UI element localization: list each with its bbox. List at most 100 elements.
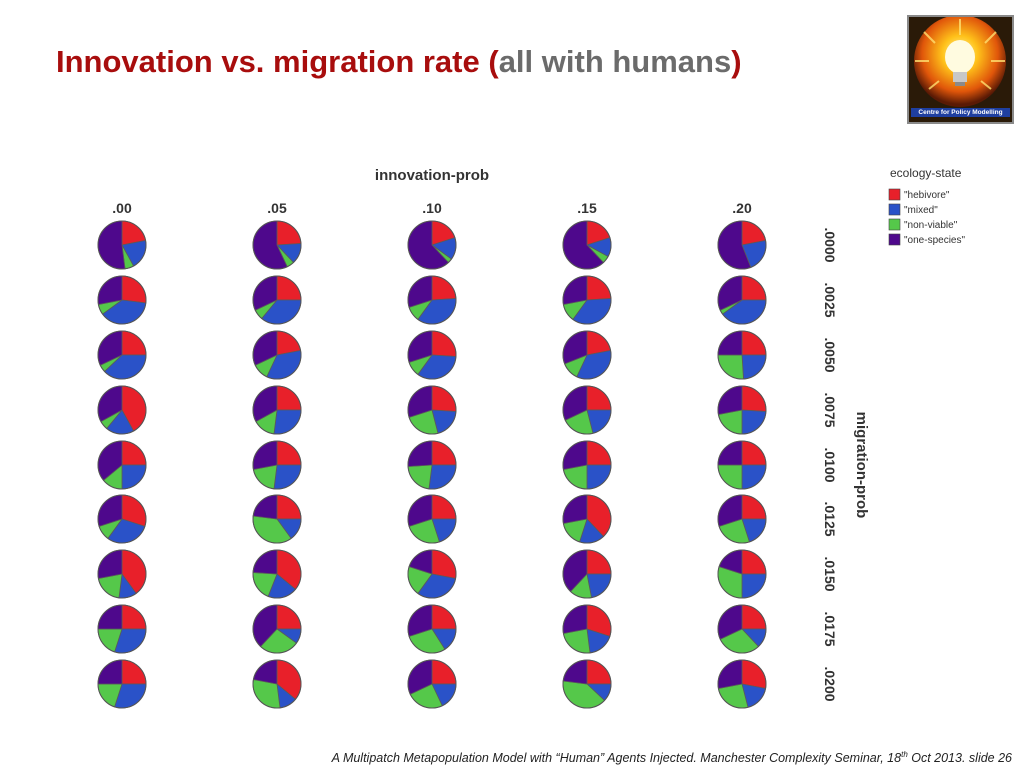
pie-outline <box>252 275 302 325</box>
pie-slice <box>121 275 147 304</box>
pie-chart <box>717 330 767 380</box>
pie-outline <box>717 494 767 544</box>
legend: ecology-state "hebivore" "mixed" "non-viab… <box>888 166 965 246</box>
pie-outline <box>717 385 767 435</box>
legend-swatch <box>888 203 901 216</box>
pie-outline <box>407 549 457 599</box>
pie-chart <box>252 220 302 270</box>
pie-outline <box>562 330 612 380</box>
pie-outline <box>97 549 147 599</box>
pie-chart <box>717 659 767 709</box>
pie-outline <box>717 659 767 709</box>
column-labels: .00 .05 .10 .15 .20 <box>112 200 752 216</box>
pie-chart <box>562 604 612 654</box>
pie-outline <box>407 330 457 380</box>
pie-chart <box>717 494 767 544</box>
legend-label: "one-species" <box>904 235 965 246</box>
pie-chart <box>717 275 767 325</box>
pie-outline <box>562 494 612 544</box>
pie-chart <box>407 494 457 544</box>
pie-chart <box>407 604 457 654</box>
pie-chart <box>252 275 302 325</box>
row-label: .0050 <box>822 337 838 372</box>
pie-chart <box>407 220 457 270</box>
pie-chart <box>562 330 612 380</box>
pie-outline <box>407 604 457 654</box>
pie-outline <box>252 494 302 544</box>
pie-slice <box>407 440 433 467</box>
pie-chart <box>252 330 302 380</box>
pie-outline <box>717 275 767 325</box>
pie-chart <box>407 549 457 599</box>
pie-outline <box>562 604 612 654</box>
pie-chart <box>562 440 612 490</box>
legend-swatch <box>888 233 901 246</box>
pie-outline <box>562 440 612 490</box>
pie-outline <box>717 330 767 380</box>
column-label: .10 <box>422 200 442 216</box>
row-label: .0075 <box>822 392 838 427</box>
pie-outline <box>562 549 612 599</box>
pie-slice <box>562 440 588 470</box>
pie-grid <box>97 220 767 709</box>
pie-outline <box>97 604 147 654</box>
pie-chart <box>562 385 612 435</box>
pie-slice <box>717 385 743 415</box>
pie-outline <box>562 659 612 709</box>
pie-slice <box>431 330 457 357</box>
title-subtext: all with humans <box>498 44 732 79</box>
pie-slice <box>741 385 767 412</box>
column-axis-title: innovation-prob <box>375 167 489 184</box>
pie-outline <box>407 275 457 325</box>
pie-outline <box>407 494 457 544</box>
pie-slice <box>428 464 457 490</box>
pie-chart <box>252 440 302 490</box>
pie-chart <box>97 385 147 435</box>
pie-slice <box>741 659 767 689</box>
pie-slice <box>431 385 457 412</box>
pie-outline <box>407 385 457 435</box>
footer-text-end: Oct 2013. slide 26 <box>907 751 1012 766</box>
pie-chart <box>252 659 302 709</box>
pie-slice <box>273 409 302 435</box>
pie-outline <box>407 659 457 709</box>
column-label: .00 <box>112 200 132 216</box>
row-label: .0100 <box>822 447 838 482</box>
pie-outline <box>97 330 147 380</box>
pie-outline <box>97 440 147 490</box>
legend-label: "hebivore" <box>904 190 950 201</box>
footer-text: A Multipatch Metapopulation Model with “… <box>331 751 902 766</box>
pie-chart <box>252 604 302 654</box>
footer-superscript: th <box>901 750 908 759</box>
pie-outline <box>97 385 147 435</box>
pie-outline <box>97 494 147 544</box>
pie-slice <box>562 494 588 524</box>
pie-chart <box>562 549 612 599</box>
column-label: .15 <box>577 200 597 216</box>
pie-slice <box>97 220 126 270</box>
pie-slice <box>717 659 743 689</box>
row-label: .0150 <box>822 556 838 591</box>
title-paren-close: ) <box>731 44 742 79</box>
pie-slice <box>252 440 278 470</box>
pie-chart <box>717 604 767 654</box>
pie-chart <box>407 659 457 709</box>
pie-slice <box>97 275 123 305</box>
pie-chart <box>252 494 302 544</box>
pie-chart <box>252 549 302 599</box>
pie-slice <box>562 275 588 305</box>
pie-outline <box>562 220 612 270</box>
pie-chart <box>717 549 767 599</box>
pie-slice <box>431 549 457 579</box>
pie-chart <box>717 385 767 435</box>
lightbulb-icon <box>909 17 1012 122</box>
pie-chart <box>562 659 612 709</box>
pie-outline <box>97 220 147 270</box>
column-label: .05 <box>267 200 287 216</box>
pie-outline <box>717 549 767 599</box>
pie-outline <box>252 604 302 654</box>
pie-outline <box>252 220 302 270</box>
pie-chart <box>97 549 147 599</box>
pie-chart <box>97 494 147 544</box>
